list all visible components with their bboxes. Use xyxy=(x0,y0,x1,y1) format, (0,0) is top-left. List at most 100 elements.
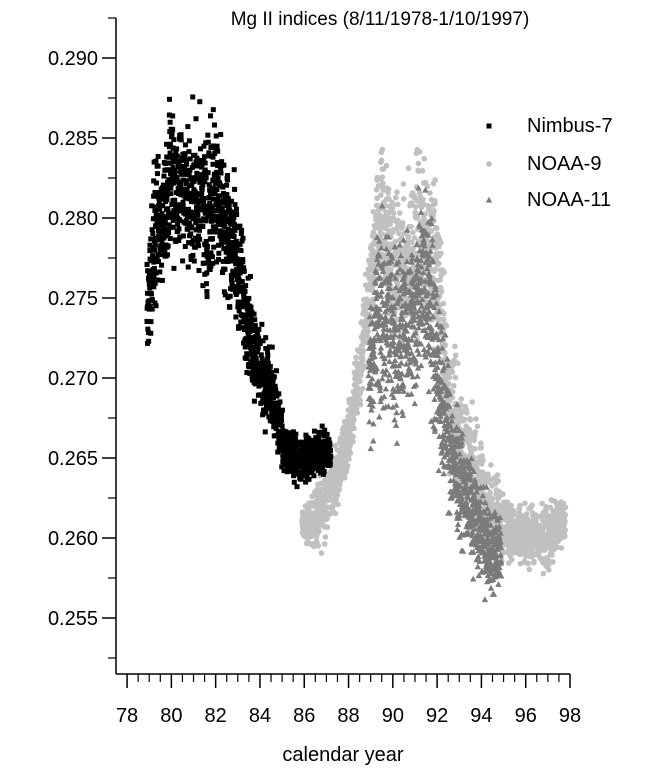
data-point xyxy=(376,384,384,390)
data-point xyxy=(311,428,317,434)
data-point xyxy=(449,369,456,376)
data-point xyxy=(470,548,477,555)
data-point xyxy=(456,450,464,457)
data-point xyxy=(426,253,433,260)
data-point xyxy=(470,468,477,475)
data-point xyxy=(264,349,270,355)
data-point xyxy=(293,431,299,437)
data-point xyxy=(399,316,407,322)
data-point xyxy=(476,475,482,481)
data-point xyxy=(262,429,268,435)
data-point xyxy=(243,302,249,308)
data-point xyxy=(255,345,261,351)
data-point xyxy=(180,258,186,264)
data-point xyxy=(232,227,238,233)
data-point xyxy=(397,252,404,259)
data-point xyxy=(347,442,354,449)
data-point xyxy=(199,186,205,192)
data-point xyxy=(183,180,189,186)
data-point xyxy=(390,214,397,221)
data-point xyxy=(165,233,171,239)
data-point xyxy=(435,383,442,389)
data-point xyxy=(436,433,443,440)
data-point xyxy=(468,455,475,462)
data-point xyxy=(467,522,475,529)
data-point xyxy=(172,197,178,203)
data-point xyxy=(488,462,494,468)
data-point xyxy=(215,197,221,203)
data-point xyxy=(263,345,269,351)
data-point xyxy=(188,231,194,237)
data-point xyxy=(166,177,172,183)
data-point xyxy=(242,312,248,318)
data-point xyxy=(388,271,396,278)
data-point xyxy=(199,178,205,184)
data-point xyxy=(160,225,166,231)
data-point xyxy=(420,196,426,203)
data-point xyxy=(315,543,322,549)
data-point xyxy=(524,516,531,522)
data-point xyxy=(392,238,399,245)
data-point xyxy=(427,247,434,254)
data-point xyxy=(205,170,211,176)
data-point xyxy=(391,357,399,363)
data-point xyxy=(239,304,245,310)
data-point xyxy=(188,257,194,263)
data-point xyxy=(510,507,517,514)
data-point xyxy=(478,444,485,451)
data-point xyxy=(229,280,235,286)
data-point xyxy=(465,459,473,465)
data-point xyxy=(193,193,199,199)
data-point xyxy=(462,482,470,489)
data-point xyxy=(365,372,372,379)
data-point xyxy=(458,493,465,500)
data-point xyxy=(398,408,406,415)
data-point xyxy=(306,436,312,442)
data-point xyxy=(454,521,462,527)
data-point xyxy=(441,399,448,406)
data-point xyxy=(162,249,168,255)
data-point xyxy=(421,326,429,333)
data-point xyxy=(283,429,289,435)
data-point xyxy=(388,254,396,261)
data-point xyxy=(260,338,266,344)
data-point xyxy=(426,273,433,279)
axes xyxy=(115,18,570,675)
data-point xyxy=(265,352,271,358)
data-point xyxy=(207,267,213,273)
data-point xyxy=(405,165,412,171)
data-point xyxy=(214,160,220,166)
data-point xyxy=(335,501,341,508)
data-point xyxy=(421,285,428,292)
data-point xyxy=(312,463,318,469)
data-point xyxy=(408,336,416,343)
data-point xyxy=(212,229,218,235)
data-point xyxy=(406,359,414,366)
data-point xyxy=(529,502,536,508)
data-point xyxy=(197,227,203,233)
data-point xyxy=(429,329,436,336)
data-point xyxy=(247,323,253,329)
data-point xyxy=(171,137,177,143)
data-point xyxy=(464,410,470,416)
data-point xyxy=(476,502,483,509)
data-point xyxy=(213,215,219,221)
data-point xyxy=(226,199,232,205)
data-point xyxy=(384,293,392,300)
data-point xyxy=(169,213,175,219)
data-point xyxy=(172,170,178,176)
data-point xyxy=(166,96,172,102)
data-point xyxy=(386,371,393,378)
data-point xyxy=(283,432,289,438)
data-point xyxy=(403,327,411,334)
data-point xyxy=(523,511,530,517)
data-point xyxy=(199,191,205,197)
data-point xyxy=(236,277,242,283)
data-point xyxy=(444,428,451,435)
data-point xyxy=(186,172,192,178)
data-point xyxy=(410,229,416,236)
data-point xyxy=(396,265,404,272)
data-point xyxy=(428,215,435,221)
data-point xyxy=(414,261,422,268)
